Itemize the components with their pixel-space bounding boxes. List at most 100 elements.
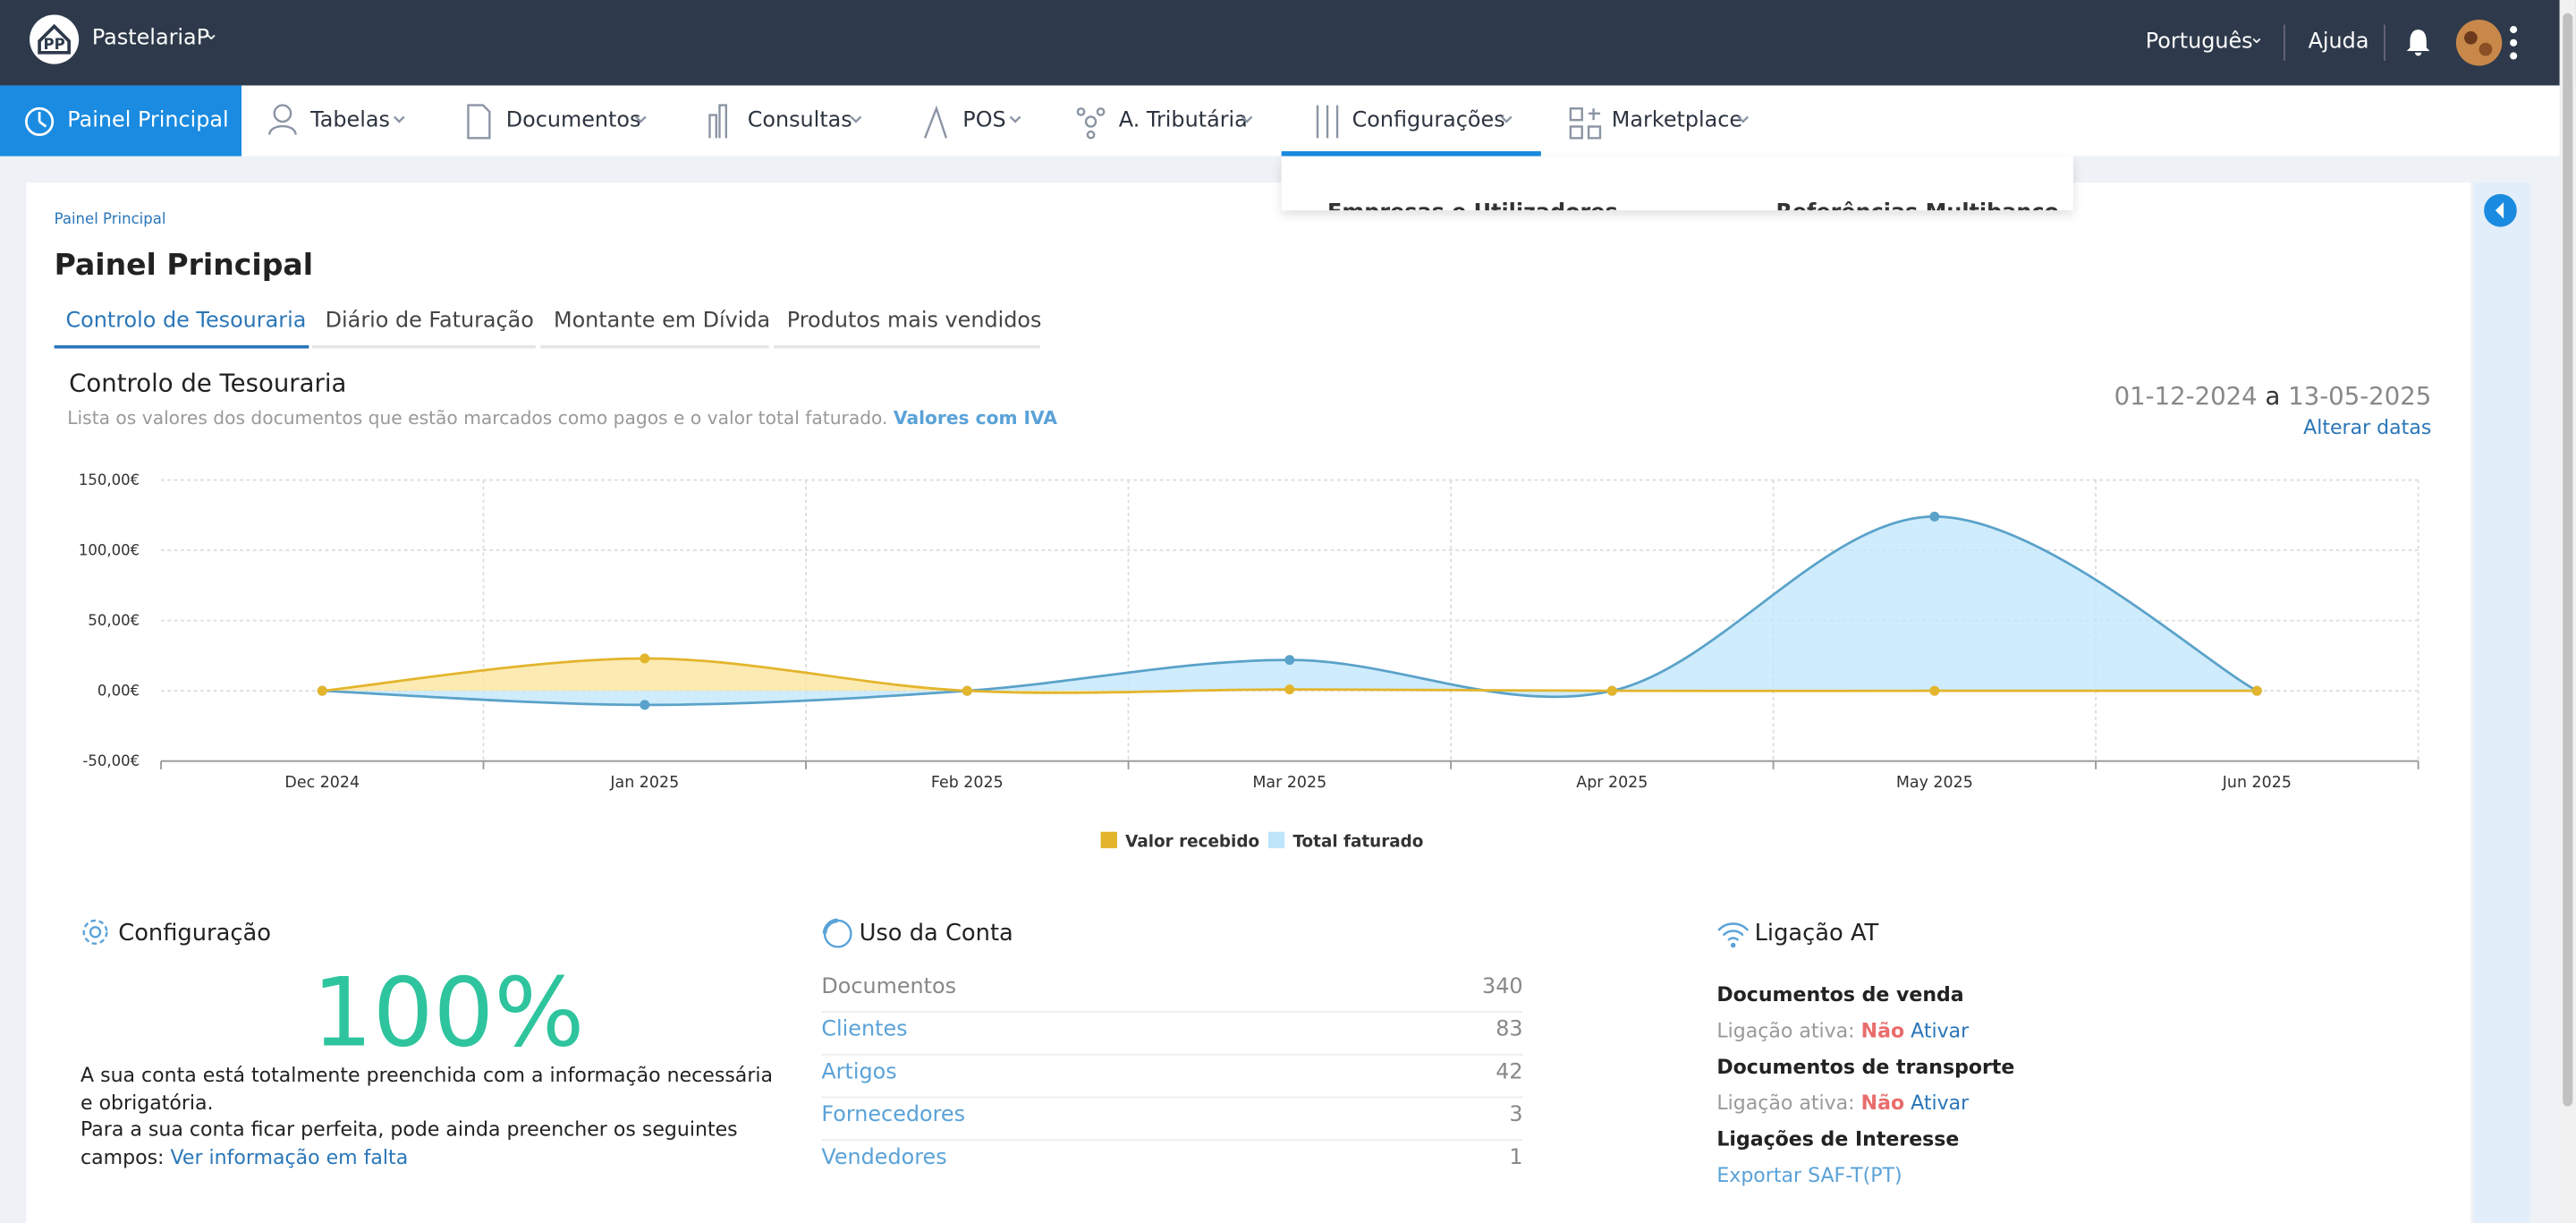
more-menu[interactable] <box>2507 23 2521 63</box>
dropdown-item[interactable]: Referências Multibanco <box>1775 200 2058 210</box>
nav-item[interactable]: Consultas <box>747 108 852 133</box>
nav-item[interactable]: POS <box>962 108 1006 133</box>
point <box>1284 684 1295 695</box>
x-tick-label: Apr 2025 <box>1576 774 1648 792</box>
side-panel <box>2474 182 2530 1223</box>
usage-row: Fornecedores 3 <box>821 1098 1523 1142</box>
at-section: Documentos de venda Ligação ativa: Não A… <box>1716 976 2014 1193</box>
help[interactable]: Ajuda <box>2308 30 2369 55</box>
usage-label[interactable]: Artigos <box>821 1060 897 1085</box>
point <box>640 653 650 664</box>
language[interactable]: Português <box>2145 30 2253 55</box>
label: Ligação ativa: <box>1716 1091 1855 1115</box>
change-dates[interactable]: Alterar datas <box>2303 415 2432 439</box>
heading: Documentos de venda <box>1716 982 1964 1006</box>
usage-row: Documentos 340 <box>821 970 1523 1013</box>
tab[interactable]: Produtos mais vendidos <box>786 309 1042 334</box>
usage-row: Clientes 83 <box>821 1013 1523 1056</box>
nav-item[interactable]: Painel Principal <box>67 108 229 133</box>
legend-swatch <box>1100 831 1117 849</box>
x-tick-label: Dec 2024 <box>284 774 360 792</box>
point <box>1606 685 1617 696</box>
vat-link[interactable]: Valores com IVA <box>893 407 1057 429</box>
usage-count: 42 <box>1496 1060 1523 1085</box>
legend-label: Total faturado <box>1292 832 1423 851</box>
gear-icon <box>82 919 108 945</box>
area-fill <box>322 516 2258 705</box>
svg-text:PP: PP <box>44 36 65 53</box>
tab[interactable]: Controlo de Tesouraria <box>65 309 307 334</box>
text: Para a sua conta ficar perfeita, pode ai… <box>80 1117 738 1168</box>
avatar[interactable] <box>2454 18 2504 67</box>
y-tick-label: 50,00€ <box>88 612 140 629</box>
heading: Documentos de transporte <box>1716 1055 2015 1079</box>
section-title: Uso da Conta <box>859 920 1013 947</box>
usage-row: Vendedores 1 <box>821 1141 1522 1182</box>
usage-count: 3 <box>1509 1102 1523 1128</box>
point <box>2251 685 2262 696</box>
usage-table: Documentos 340 Clientes 83 Artigos 42 Forneced… <box>821 970 1523 1182</box>
breadcrumb[interactable]: Painel Principal <box>54 212 166 229</box>
page-title: Painel Principal <box>54 248 314 284</box>
point <box>1929 685 1940 696</box>
activate[interactable]: Ativar <box>1911 1091 1970 1115</box>
date-sep: a <box>2265 381 2281 412</box>
nav-icon <box>25 106 55 137</box>
usage-label[interactable]: Clientes <box>821 1017 908 1042</box>
status: Não <box>1860 1091 1905 1115</box>
nav-item[interactable]: Marketplace <box>1611 108 1743 133</box>
usage-count: 83 <box>1496 1017 1523 1042</box>
collapse-button[interactable] <box>2484 193 2517 227</box>
nav-item[interactable]: Documentos <box>505 108 641 133</box>
point <box>1284 655 1295 666</box>
logo[interactable]: PP <box>28 13 80 66</box>
panel-title: Controlo de Tesouraria <box>69 368 347 398</box>
nav-item[interactable]: Configurações <box>1352 108 1505 133</box>
section-title: Ligação AT <box>1754 920 1879 947</box>
percent: 100% <box>311 956 585 1069</box>
point <box>1929 511 1940 522</box>
x-tick-label: May 2025 <box>1896 774 1973 792</box>
scrollbar[interactable] <box>2559 0 2576 1223</box>
point <box>962 685 972 696</box>
usage-label[interactable]: Fornecedores <box>821 1102 966 1128</box>
x-tick-label: Jan 2025 <box>609 774 679 792</box>
missing-link[interactable]: Ver informação em falta <box>170 1144 409 1168</box>
wifi-icon <box>1717 922 1750 948</box>
y-tick-label: 0,00€ <box>97 683 140 700</box>
company-name[interactable]: PastelariaP <box>91 26 210 51</box>
x-tick-label: Feb 2025 <box>931 774 1004 792</box>
section-title: Configuração <box>118 920 271 947</box>
activate[interactable]: Ativar <box>1911 1019 1970 1042</box>
y-tick-label: 100,00€ <box>79 542 140 559</box>
bell[interactable] <box>2405 28 2431 57</box>
panel-subtitle: Lista os valores dos documentos que estã… <box>67 408 1057 429</box>
top-bar: PP PastelariaP ⌄ Português ⌄ Ajuda <box>0 0 2576 86</box>
legend-swatch <box>1267 831 1285 849</box>
usage-count: 340 <box>1482 974 1523 1000</box>
heading: Ligações de Interesse <box>1716 1127 1960 1151</box>
nav-item[interactable]: Tabelas <box>310 108 390 133</box>
tab[interactable]: Montante em Dívida <box>553 309 771 334</box>
dropdown-item[interactable]: Empresas e Utilizadores <box>1327 200 1618 210</box>
nav-icons <box>268 104 1750 157</box>
tab[interactable]: Diário de Faturação <box>325 309 534 334</box>
export-link[interactable]: Exportar SAF-T(PT) <box>1716 1163 1902 1187</box>
legend-label: Valor recebido <box>1125 832 1259 851</box>
area-fill <box>322 658 2258 693</box>
x-tick-label: Mar 2025 <box>1252 774 1326 792</box>
status: Não <box>1860 1019 1905 1042</box>
nav-item[interactable]: A. Tributária <box>1118 108 1248 133</box>
usage-count: 1 <box>1509 1145 1523 1171</box>
usage-label[interactable]: Vendedores <box>821 1145 947 1171</box>
usage-row: Artigos 42 <box>821 1056 1523 1099</box>
date-to: 13-05-2025 <box>2288 381 2432 412</box>
point <box>640 700 650 710</box>
nav-bar: Painel Principal Tabelas Documentos Cons… <box>0 85 2560 157</box>
y-tick-label: 150,00€ <box>79 471 140 488</box>
dropdown-menu: Empresas e Utilizadores Referências Mult… <box>1281 156 2073 211</box>
usage-icon <box>822 918 852 948</box>
content-card <box>26 182 2471 1223</box>
